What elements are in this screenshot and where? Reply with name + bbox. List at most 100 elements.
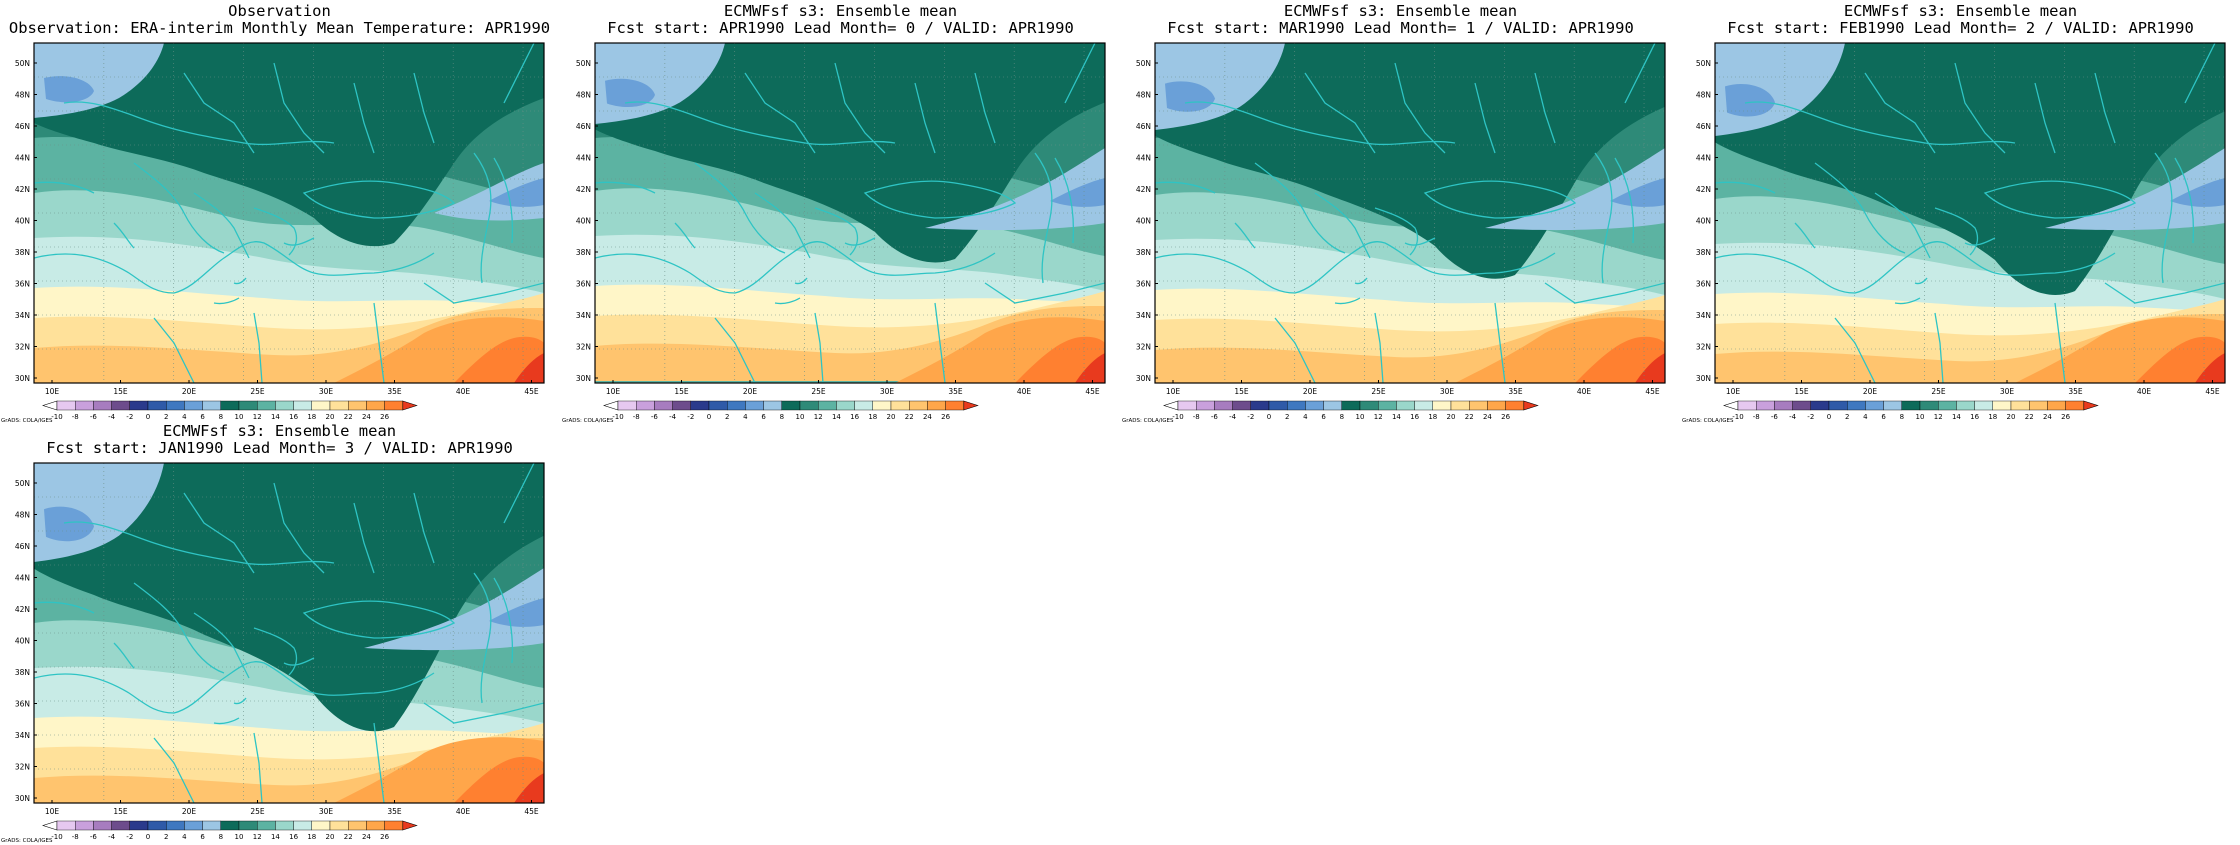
- coastline: [253, 312, 263, 383]
- contour-band: [514, 353, 544, 383]
- lat-label: 46N: [15, 542, 30, 551]
- lat-label: 42N: [15, 185, 30, 194]
- lon-label: 15E: [113, 387, 128, 396]
- colorbar-label: 24: [1483, 413, 1492, 421]
- colorbar-arrow-left: [1163, 400, 1179, 411]
- panel-title-line1: ECMWFsf s3: Ensemble mean: [723, 2, 958, 20]
- lon-label: 45E: [2205, 387, 2220, 396]
- colorbar-swatch: [799, 400, 819, 411]
- colorbar-label: 10: [1916, 413, 1925, 421]
- coastline: [153, 737, 195, 803]
- lon-label: 40E: [2137, 387, 2152, 396]
- colorbar-label: 0: [146, 833, 150, 841]
- colorbar-swatch: [366, 400, 385, 411]
- colorbar-label: 14: [271, 413, 280, 421]
- lat-label: 38N: [1136, 248, 1151, 257]
- colorbar-label: 16: [1410, 413, 1419, 421]
- colorbar-label: 20: [326, 833, 335, 841]
- coastline: [413, 492, 435, 564]
- panel-title: ECMWFsf s3: Ensemble mean Fcst start: AP…: [568, 3, 1113, 37]
- colorbar-label: -10: [1732, 413, 1743, 421]
- coastline: [1354, 277, 1368, 285]
- colorbar-swatch: [366, 820, 385, 831]
- colorbar-label: 10: [235, 833, 244, 841]
- lat-label: 42N: [15, 605, 30, 614]
- lon-label: 40E: [1577, 387, 1592, 396]
- colorbar-swatch: [1810, 400, 1830, 411]
- lat-label: 30N: [1136, 374, 1151, 383]
- coastline: [1794, 222, 1816, 249]
- contour-band-cold: [34, 43, 544, 247]
- colorbar-swatch: [2029, 400, 2048, 411]
- lon-label: 35E: [387, 807, 402, 816]
- lat-label: 50N: [15, 59, 30, 68]
- colorbar-label: -2: [126, 413, 133, 421]
- colorbar-arrow-right: [963, 400, 979, 411]
- lon-label: 40E: [456, 807, 471, 816]
- colorbar-swatch: [781, 400, 801, 411]
- lat-label: 50N: [15, 479, 30, 488]
- colorbar-label: 12: [253, 413, 262, 421]
- colorbar-label: 18: [1428, 413, 1437, 421]
- colorbar-label: 10: [235, 413, 244, 421]
- colorbar-label: -8: [72, 833, 79, 841]
- colorbar-swatch: [1792, 400, 1811, 411]
- colorbar-label: 16: [289, 413, 298, 421]
- colorbar-swatch: [1883, 400, 1903, 411]
- colorbar-swatch: [56, 400, 76, 411]
- colorbar-swatch: [1341, 400, 1361, 411]
- coastline: [1983, 180, 2137, 219]
- colorbar-swatch: [1450, 400, 1470, 411]
- colorbar-swatch: [1286, 400, 1306, 411]
- map-frame: [33, 462, 545, 804]
- coastline: [373, 302, 385, 383]
- coastline: [1155, 241, 1556, 294]
- lat-label: 38N: [1696, 248, 1711, 257]
- lon-label: 20E: [182, 387, 197, 396]
- panel-title-line1: ECMWFsf s3: Ensemble mean: [162, 422, 397, 440]
- lat-label: 36N: [15, 280, 30, 289]
- colorbar: -10 -8 -6 -4 -2 0 2 4 6 8 10 12 14 16 18 20 22 24 26GrADS:…: [1682, 400, 2099, 424]
- lat-label: 42N: [1136, 185, 1151, 194]
- lat-label: 46N: [15, 122, 30, 131]
- coastline: [213, 717, 240, 725]
- lon-label: 45E: [524, 387, 539, 396]
- coastline: [1934, 207, 1979, 256]
- map-panel-lead0: ECMWFsf s3: Ensemble mean Fcst start: AP…: [562, 3, 1113, 424]
- coastline: [674, 222, 696, 249]
- lon-label: 15E: [674, 387, 689, 396]
- colorbar-swatch: [2047, 400, 2066, 411]
- colorbar-swatch: [384, 820, 404, 831]
- coastline: [1274, 317, 1316, 383]
- coastline: [834, 62, 886, 154]
- coastline: [974, 72, 996, 144]
- grads-credit: GrADS: COLA/IGES: [1, 418, 53, 424]
- colorbar-swatch: [1396, 400, 1415, 411]
- panel-title-line2: Fcst start: APR1990 Lead Month= 0 / VALI…: [607, 19, 1074, 37]
- coastline: [273, 482, 325, 574]
- colorbar-arrow-left: [1723, 400, 1739, 411]
- coastline: [1474, 82, 1496, 154]
- contour-band: [454, 336, 544, 383]
- cold-core: [1050, 178, 1105, 207]
- coastline: [934, 302, 946, 383]
- colorbar-label: 6: [1321, 413, 1326, 421]
- contour-band-cold: [34, 463, 544, 732]
- colorbar-swatch: [1359, 400, 1379, 411]
- colorbar-label: -8: [1753, 413, 1760, 421]
- colorbar-label: 16: [1970, 413, 1979, 421]
- colorbar-label: 14: [1392, 413, 1401, 421]
- lon-label: 25E: [250, 387, 265, 396]
- colorbar-swatch: [1846, 400, 1866, 411]
- cold-tongue: [364, 568, 544, 651]
- colorbar-label: -2: [1807, 413, 1814, 421]
- colorbar-label: 26: [941, 413, 950, 421]
- colorbar-label: 2: [1285, 413, 1289, 421]
- colorbar-swatch: [293, 400, 313, 411]
- contour-band: [2135, 336, 2225, 383]
- colorbar-swatch: [1828, 400, 1848, 411]
- cold-core: [489, 598, 544, 627]
- coastline: [984, 282, 1105, 304]
- coastline: [283, 237, 315, 246]
- colorbar-label: 12: [1934, 413, 1943, 421]
